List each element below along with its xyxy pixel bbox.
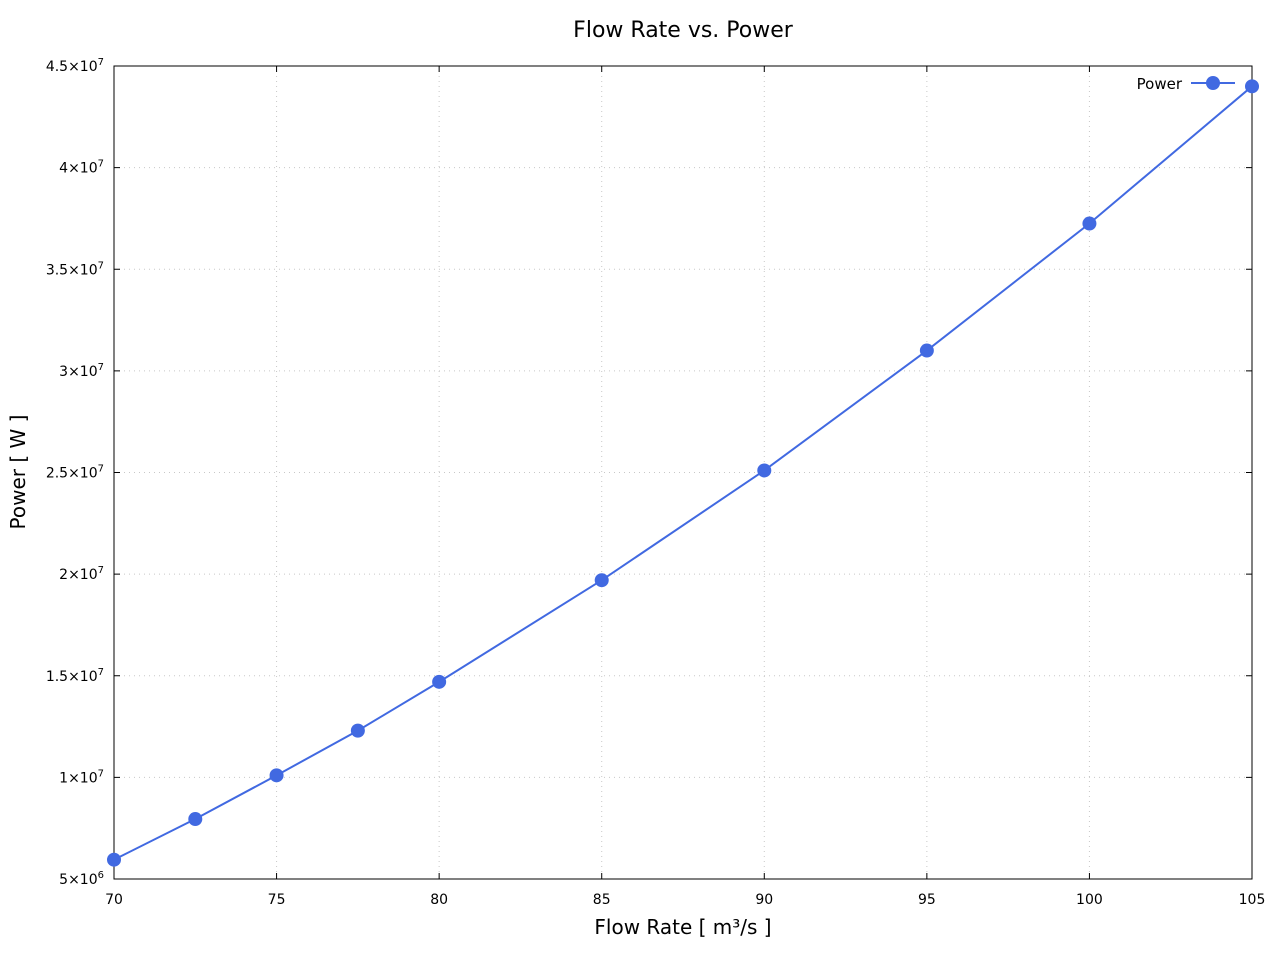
data-point [594,573,609,588]
grid-layer [114,66,1252,879]
x-tick-label: 95 [918,892,936,908]
x-tick-label: 100 [1076,892,1103,908]
data-point [919,343,934,358]
data-point [107,852,121,867]
y-tick-label: 5×106 [59,870,104,888]
y-axis-label: Power [ W ] [6,415,30,530]
series-layer [107,79,1259,867]
x-tick-label: 105 [1239,892,1266,908]
data-point [757,463,772,478]
data-point [269,768,284,783]
x-tick-label: 75 [268,892,286,908]
y-tick-label: 4×107 [59,159,104,177]
data-point [1082,216,1097,231]
x-tick-label: 70 [105,892,123,908]
legend: Power [1137,75,1235,93]
x-axis-label: Flow Rate [ m³/s ] [594,915,771,939]
tick-layer: 70 75 80 85 90 95 100 105 5×106 1×107 1.5×107 2×107… [46,57,1266,908]
y-tick-label: 1×107 [59,768,104,786]
data-point [188,812,203,827]
data-point [432,674,447,689]
data-point [1245,79,1259,94]
x-tick-label: 80 [430,892,448,908]
legend-marker-power [1206,76,1220,90]
y-tick-label: 3×107 [59,362,104,380]
series-line-power [113,85,1253,861]
y-tick-label: 2.5×107 [46,464,104,482]
x-tick-label: 85 [593,892,611,908]
y-tick-label: 3.5×107 [46,260,104,278]
y-tick-label: 2×107 [59,565,104,583]
chart-title: Flow Rate vs. Power [573,18,794,43]
legend-label-power: Power [1137,75,1183,93]
y-tick-label: 4.5×107 [46,57,104,75]
x-tick-label: 90 [755,892,773,908]
data-point [350,723,365,738]
y-tick-label: 1.5×107 [46,667,104,685]
